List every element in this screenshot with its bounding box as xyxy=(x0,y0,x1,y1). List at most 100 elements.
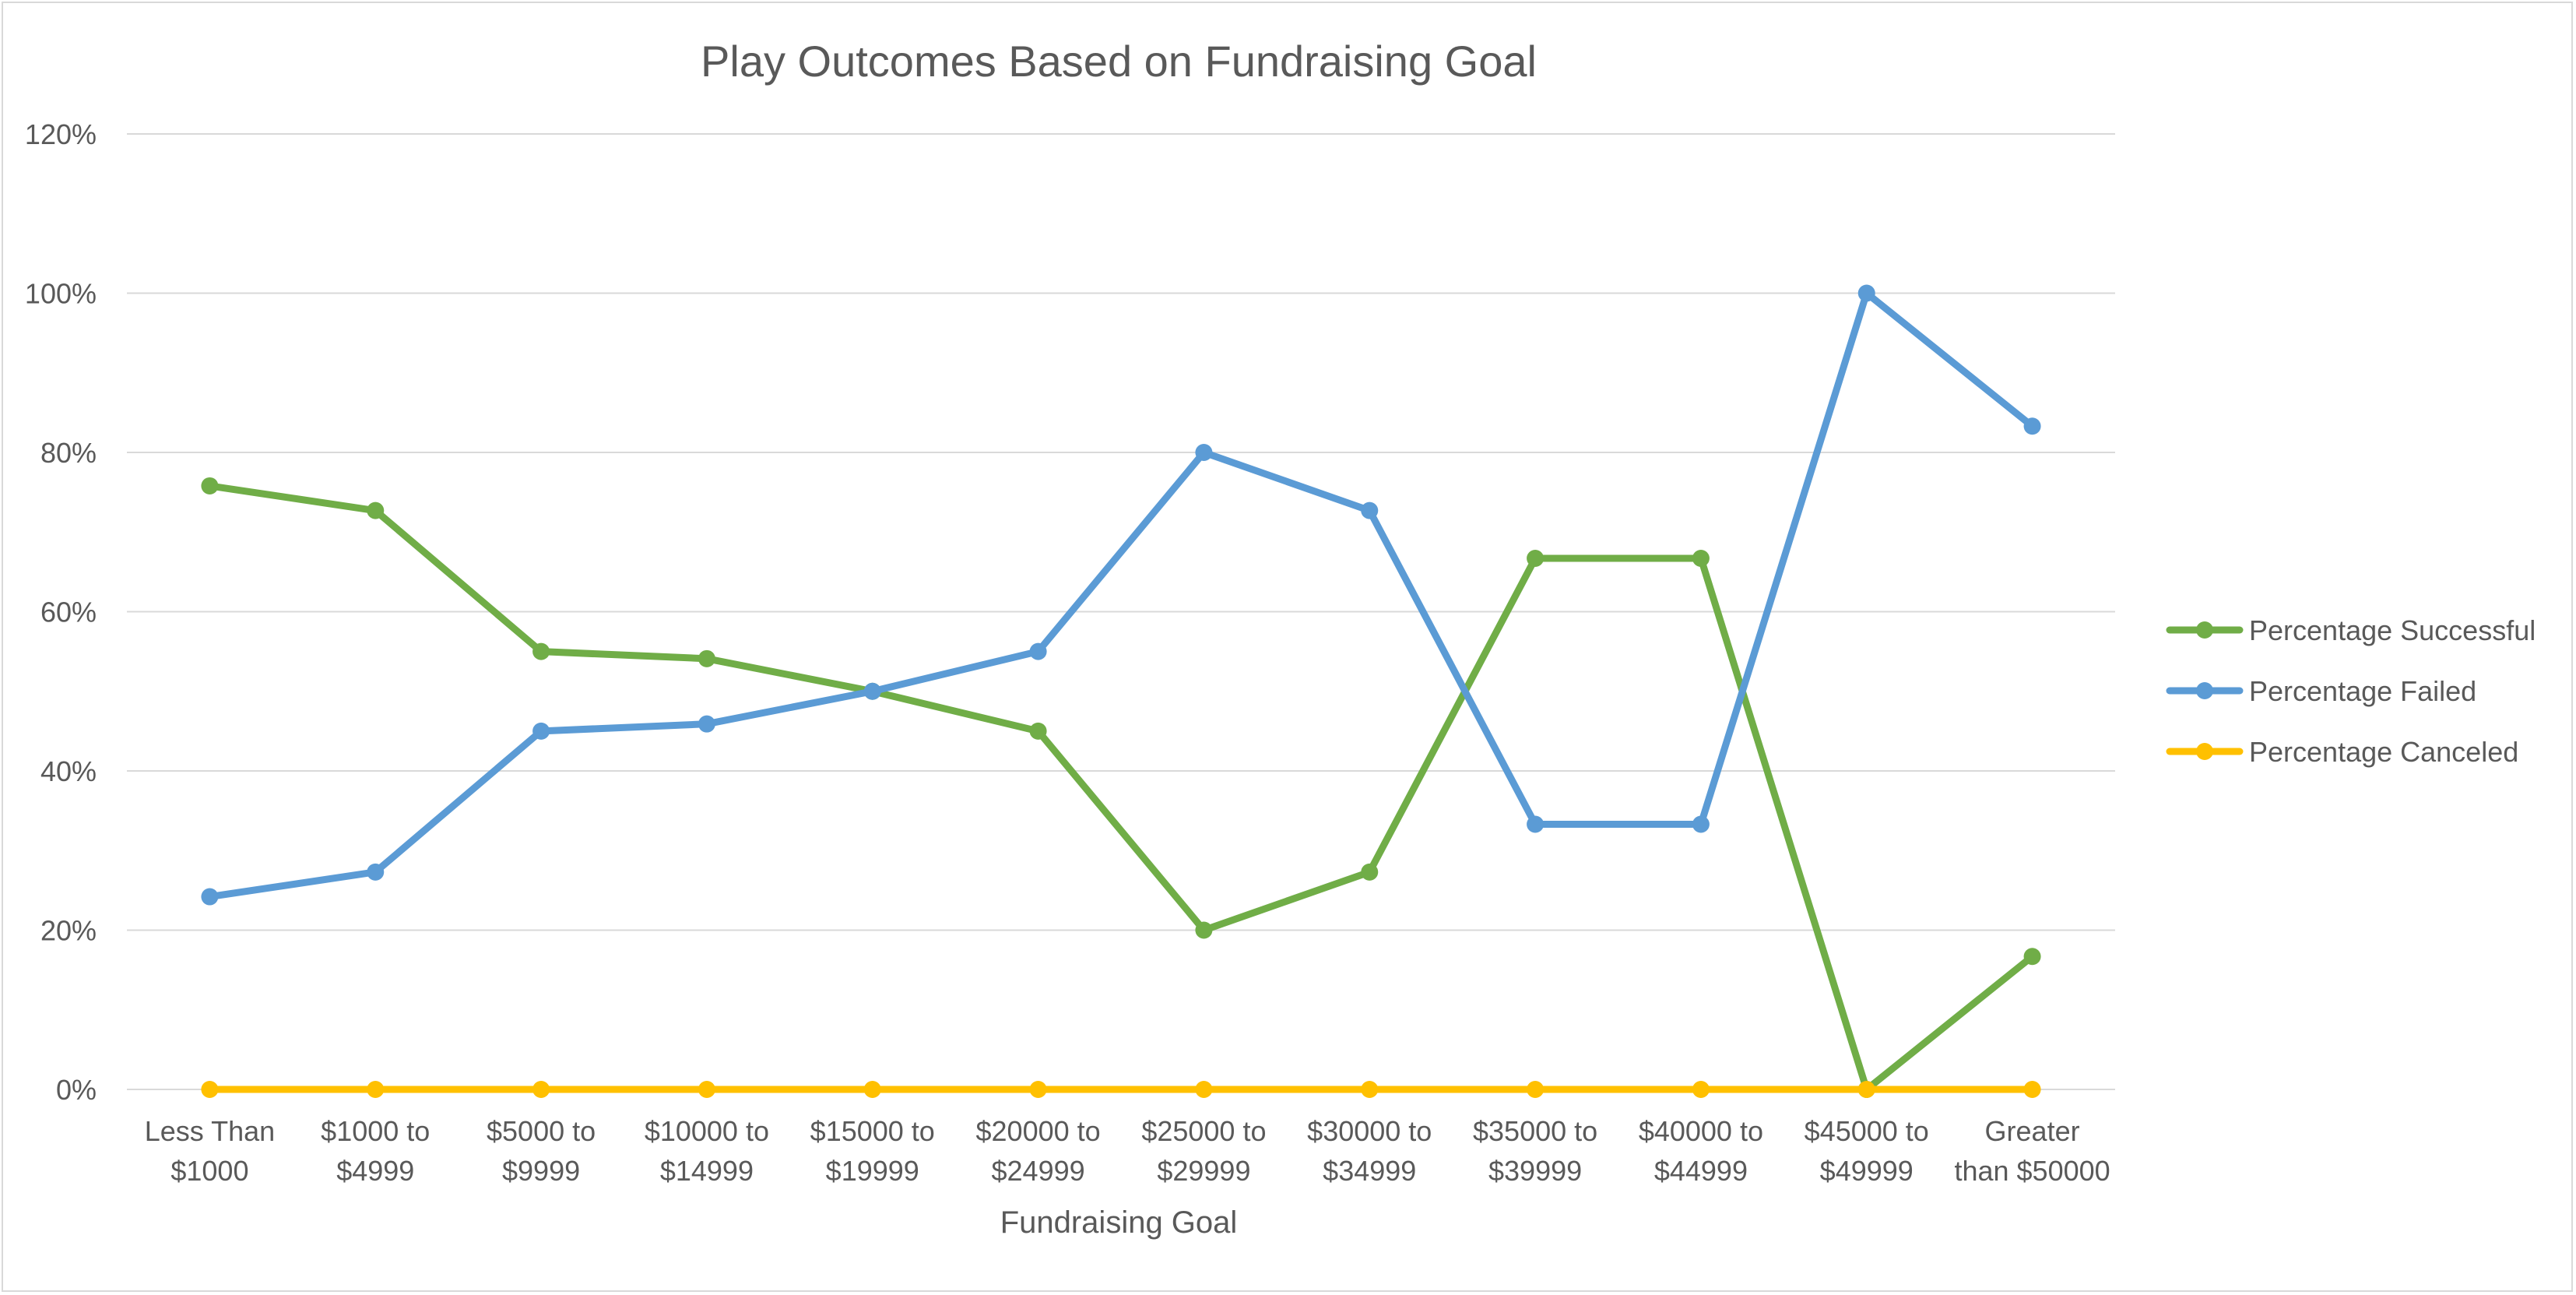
data-point xyxy=(1195,1081,1213,1098)
data-point xyxy=(2023,417,2041,435)
y-tick-label: 120% xyxy=(25,118,97,150)
data-point xyxy=(863,682,881,700)
x-tick-label-line: $4999 xyxy=(336,1155,414,1187)
x-tick-label: $30000 to $34999 xyxy=(1307,1115,1432,1187)
plot-series xyxy=(201,284,2041,1098)
data-point xyxy=(1692,549,1710,567)
legend: Percentage Successful Percentage Failed Pe… xyxy=(2166,614,2536,768)
x-tick-label-line: $49999 xyxy=(1820,1155,1914,1187)
y-tick-label: 40% xyxy=(40,755,97,787)
chart-title: Play Outcomes Based on Fundraising Goal xyxy=(701,37,1537,86)
x-tick-label-line: $44999 xyxy=(1654,1155,1748,1187)
legend-label: Percentage Canceled xyxy=(2249,736,2518,768)
x-tick-label-line: Greater xyxy=(1985,1115,2080,1147)
x-tick-label: $45000 to $49999 xyxy=(1805,1115,1929,1187)
y-axis-tick-labels: 0% 20% 40% 60% 80% 100% 120% xyxy=(25,118,97,1106)
data-point xyxy=(1029,722,1047,740)
x-tick-label-line: $24999 xyxy=(992,1155,1085,1187)
x-tick-label-line: $45000 to xyxy=(1805,1115,1929,1147)
x-tick-label-line: $40000 to xyxy=(1639,1115,1763,1147)
x-tick-label-line: $30000 to xyxy=(1307,1115,1432,1147)
data-point xyxy=(2023,948,2041,966)
data-point xyxy=(1195,444,1213,461)
data-point xyxy=(1029,642,1047,660)
x-tick-label: $20000 to $24999 xyxy=(976,1115,1101,1187)
gridlines xyxy=(127,133,2115,1090)
data-point xyxy=(2023,1081,2041,1098)
data-point xyxy=(1527,1081,1545,1098)
x-tick-label-line: $15000 to xyxy=(810,1115,935,1147)
data-point xyxy=(1692,815,1710,833)
data-point xyxy=(1692,1081,1710,1098)
x-tick-label-line: $34999 xyxy=(1323,1155,1416,1187)
x-tick-label-line: $39999 xyxy=(1488,1155,1582,1187)
y-tick-label: 0% xyxy=(56,1074,97,1106)
x-tick-label-line: $5000 to xyxy=(487,1115,596,1147)
x-tick-label: $10000 to $14999 xyxy=(645,1115,769,1187)
data-point xyxy=(1857,284,1875,302)
x-tick-label-line: $10000 to xyxy=(645,1115,769,1147)
x-tick-label: $40000 to $44999 xyxy=(1639,1115,1763,1187)
legend-item: Percentage Failed xyxy=(2166,675,2476,707)
x-tick-label: Greater than $50000 xyxy=(1954,1115,2110,1187)
x-tick-label-line: $35000 to xyxy=(1473,1115,1597,1147)
x-axis-tick-labels: Less Than $1000 $1000 to $4999 $5000 to $9999… xyxy=(145,1115,2110,1187)
data-point xyxy=(532,642,550,660)
x-tick-label-line: than $50000 xyxy=(1954,1155,2110,1187)
series-line xyxy=(206,290,2037,901)
x-tick-label-line: $1000 to xyxy=(321,1115,430,1147)
data-point xyxy=(1527,549,1545,567)
x-tick-label: $25000 to $29999 xyxy=(1141,1115,1266,1187)
y-tick-label: 20% xyxy=(40,915,97,947)
x-tick-label: $15000 to $19999 xyxy=(810,1115,935,1187)
data-point xyxy=(201,888,219,906)
x-tick-label: Less Than $1000 xyxy=(145,1115,275,1187)
series-2 xyxy=(201,1081,2041,1098)
series-0 xyxy=(201,477,2041,1098)
data-point xyxy=(698,715,715,733)
data-point xyxy=(367,501,385,519)
x-tick-label-line: $25000 to xyxy=(1141,1115,1266,1147)
legend-item: Percentage Canceled xyxy=(2166,736,2518,768)
data-point xyxy=(201,1081,219,1098)
legend-label: Percentage Successful xyxy=(2249,614,2536,646)
x-tick-label-line: $20000 to xyxy=(976,1115,1101,1147)
data-point xyxy=(863,1081,881,1098)
y-tick-label: 100% xyxy=(25,278,97,310)
data-point xyxy=(1857,1081,1875,1098)
x-tick-label: $35000 to $39999 xyxy=(1473,1115,1597,1187)
data-point xyxy=(201,477,219,494)
x-tick-label-line: Less Than xyxy=(145,1115,275,1147)
data-point xyxy=(532,722,550,740)
data-point xyxy=(1361,1081,1379,1098)
series-1 xyxy=(201,284,2041,906)
series-line xyxy=(206,482,2037,1093)
data-point xyxy=(1527,815,1545,833)
x-tick-label-line: $19999 xyxy=(826,1155,919,1187)
x-axis-title: Fundraising Goal xyxy=(1000,1205,1238,1240)
data-point xyxy=(532,1081,550,1098)
x-tick-label-line: $1000 xyxy=(170,1155,248,1187)
data-point xyxy=(1361,863,1379,881)
data-point xyxy=(698,1081,715,1098)
x-tick-label-line: $9999 xyxy=(502,1155,580,1187)
x-tick-label-line: $29999 xyxy=(1157,1155,1250,1187)
data-point xyxy=(1361,501,1379,519)
x-tick-label: $5000 to $9999 xyxy=(487,1115,596,1187)
x-tick-label-line: $14999 xyxy=(660,1155,754,1187)
legend-swatch-marker xyxy=(2196,621,2213,639)
legend-item: Percentage Successful xyxy=(2166,614,2536,646)
data-point xyxy=(1029,1081,1047,1098)
y-tick-label: 80% xyxy=(40,437,97,469)
data-point xyxy=(367,863,385,881)
data-point xyxy=(1195,921,1213,939)
data-point xyxy=(367,1081,385,1098)
legend-label: Percentage Failed xyxy=(2249,675,2476,707)
legend-swatch-marker xyxy=(2196,682,2213,699)
data-point xyxy=(698,649,715,667)
x-tick-label: $1000 to $4999 xyxy=(321,1115,430,1187)
legend-swatch-marker xyxy=(2196,743,2213,760)
y-tick-label: 60% xyxy=(40,596,97,628)
